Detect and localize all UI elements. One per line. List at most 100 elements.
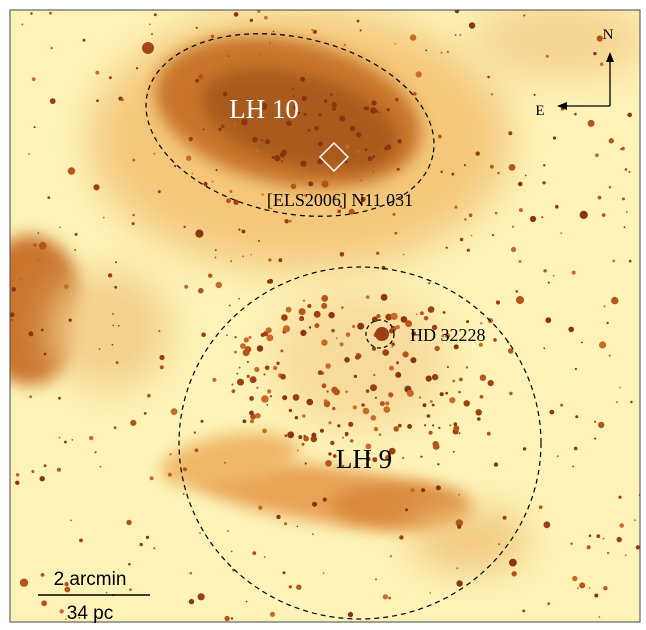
- star: [593, 51, 597, 56]
- star: [435, 485, 441, 491]
- star: [339, 205, 343, 208]
- star: [624, 168, 628, 171]
- star: [19, 578, 29, 587]
- star: [284, 434, 288, 438]
- star: [596, 35, 603, 42]
- star: [228, 304, 231, 307]
- star: [199, 532, 201, 534]
- star: [441, 334, 445, 338]
- star: [149, 476, 154, 481]
- star: [132, 213, 135, 217]
- star: [454, 34, 457, 36]
- star: [624, 554, 627, 556]
- star: [229, 190, 233, 193]
- star: [389, 555, 392, 558]
- star: [453, 422, 458, 427]
- star: [314, 125, 319, 131]
- star: [64, 440, 67, 444]
- star: [497, 171, 500, 175]
- star: [508, 348, 514, 354]
- star: [238, 228, 241, 231]
- star: [345, 433, 348, 437]
- star: [412, 92, 417, 96]
- star: [230, 260, 233, 263]
- star: [325, 460, 332, 467]
- star: [249, 396, 255, 401]
- star: [577, 587, 579, 590]
- hd-star-marker: [365, 319, 395, 349]
- star: [36, 258, 39, 262]
- star: [272, 365, 278, 371]
- star: [360, 196, 366, 202]
- star: [212, 377, 217, 382]
- star: [308, 181, 314, 187]
- star: [94, 451, 97, 454]
- star: [363, 106, 367, 110]
- star: [310, 435, 317, 443]
- star: [389, 365, 394, 371]
- star: [511, 571, 517, 577]
- star: [182, 493, 185, 495]
- star: [502, 515, 507, 520]
- star: [254, 366, 260, 373]
- star: [388, 596, 391, 600]
- star: [509, 558, 517, 567]
- star: [288, 219, 292, 223]
- star: [486, 431, 491, 436]
- star: [322, 497, 327, 502]
- star: [208, 273, 213, 278]
- star: [449, 397, 456, 404]
- star: [301, 442, 305, 446]
- star: [394, 231, 398, 235]
- star: [245, 600, 248, 603]
- star: [237, 378, 244, 386]
- star: [263, 373, 266, 376]
- star: [519, 208, 523, 213]
- star: [214, 249, 217, 252]
- star: [571, 270, 576, 275]
- star: [547, 281, 550, 284]
- star: [431, 373, 439, 381]
- star: [365, 456, 371, 462]
- star: [43, 352, 47, 356]
- star: [256, 386, 259, 389]
- star: [597, 195, 602, 200]
- star: [321, 383, 327, 389]
- star: [594, 437, 597, 440]
- star: [395, 325, 400, 330]
- star: [452, 379, 456, 383]
- star: [359, 29, 362, 32]
- star: [357, 322, 365, 330]
- star: [331, 386, 338, 394]
- star: [458, 432, 461, 435]
- star: [280, 373, 286, 380]
- star: [410, 357, 417, 364]
- star: [269, 395, 273, 398]
- star: [236, 372, 239, 375]
- star: [475, 409, 482, 416]
- star: [132, 158, 136, 162]
- star: [445, 391, 449, 395]
- star: [151, 33, 153, 36]
- star: [353, 374, 357, 378]
- star: [258, 103, 263, 109]
- star: [341, 306, 344, 309]
- star: [174, 165, 177, 168]
- star: [68, 318, 72, 322]
- star: [105, 591, 108, 594]
- star: [628, 170, 631, 173]
- star: [394, 43, 397, 45]
- star: [142, 42, 154, 54]
- star: [231, 383, 234, 386]
- star: [169, 453, 172, 456]
- star: [422, 403, 427, 408]
- star: [366, 451, 370, 455]
- star: [182, 467, 187, 472]
- star: [321, 302, 328, 309]
- star: [214, 256, 217, 259]
- star: [371, 100, 377, 106]
- star: [581, 341, 583, 344]
- star: [250, 253, 252, 256]
- star: [33, 243, 37, 247]
- star: [442, 311, 446, 314]
